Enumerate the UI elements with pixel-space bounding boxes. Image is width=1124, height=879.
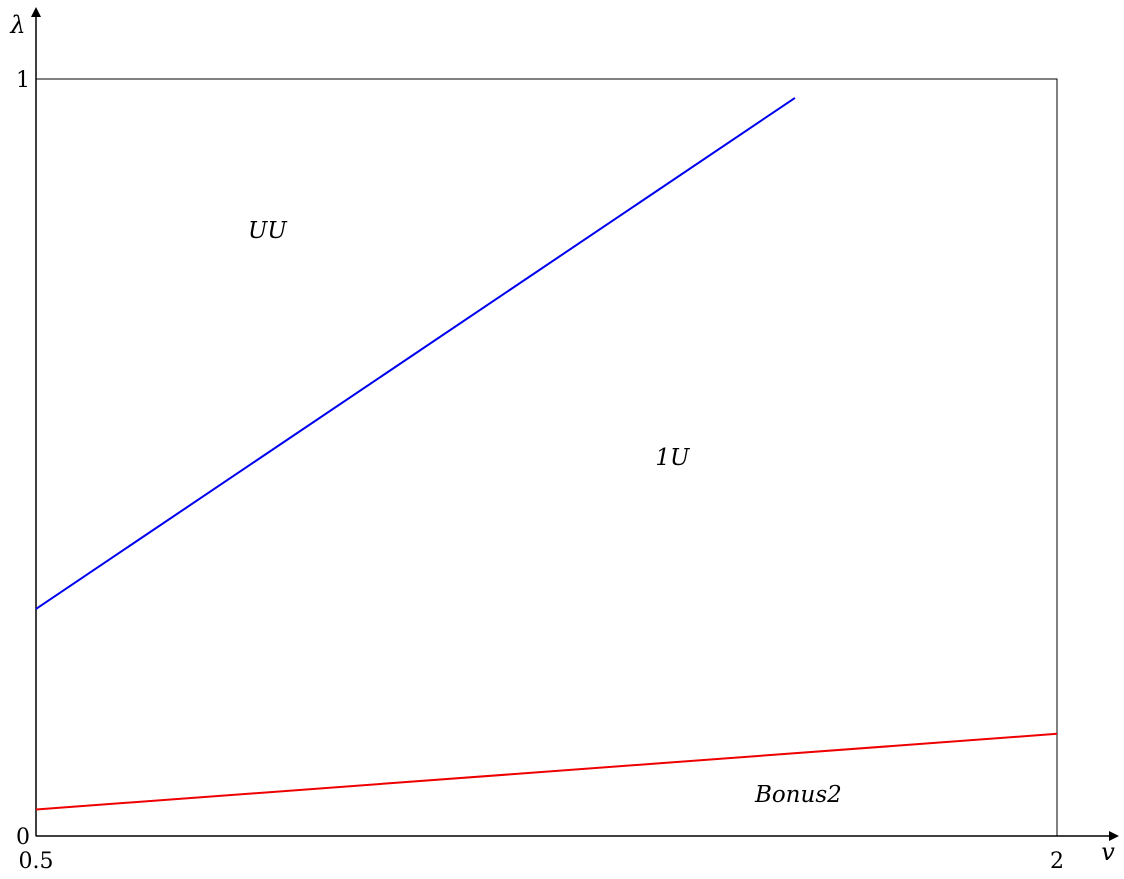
y-tick-label: 1: [16, 68, 30, 93]
y-tick-label: 0: [16, 825, 30, 850]
region-label: UU: [248, 218, 288, 244]
x-tick-label: 0.5: [19, 849, 54, 874]
series-line-2: [35, 732, 1058, 811]
region-label: 1U: [655, 445, 691, 471]
plot-frame: [35, 78, 1058, 837]
y-axis-label: λ: [9, 11, 25, 39]
region-label: Bonus2: [754, 782, 842, 808]
series-line-1: [35, 97, 796, 610]
x-tick-label: 2: [1050, 849, 1064, 874]
x-axis-label: v: [1101, 838, 1115, 866]
